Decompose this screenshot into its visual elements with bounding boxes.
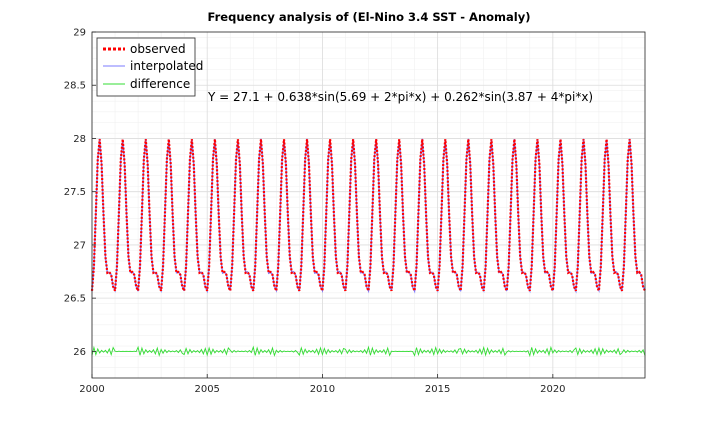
y-tick-label: 27.5 (64, 187, 86, 198)
tick-layer: 2000 2005 2010 2015 2020 26 26.5 27 27.5 28 28.5 29 (64, 28, 566, 396)
legend-label-observed: observed (130, 42, 186, 56)
x-tick-label: 2010 (310, 384, 335, 395)
y-tick-label: 28 (73, 134, 86, 145)
x-tick-label: 2020 (540, 384, 565, 395)
y-tick-label: 26 (73, 347, 86, 358)
y-tick-label: 26.5 (64, 294, 86, 305)
legend-label-interpolated: interpolated (130, 59, 203, 73)
series-layer (90, 138, 647, 358)
plot-border (91, 31, 646, 379)
x-tick-label: 2000 (79, 384, 104, 395)
y-tick-label: 29 (73, 28, 86, 39)
series-line-interpolated (91, 138, 646, 294)
legend: observed interpolated difference (96, 37, 203, 97)
chart-title: Frequency analysis of (El-Nino 3.4 SST -… (208, 10, 531, 24)
y-tick-label: 28.5 (64, 81, 86, 92)
y-tick-label: 27 (73, 240, 86, 251)
x-tick-label: 2015 (425, 384, 450, 395)
equation-annotation: Y = 27.1 + 0.638*sin(5.69 + 2*pi*x) + 0.… (207, 90, 593, 104)
x-tick-label: 2005 (194, 384, 219, 395)
legend-label-difference: difference (130, 77, 190, 91)
series-line-difference (91, 345, 646, 358)
